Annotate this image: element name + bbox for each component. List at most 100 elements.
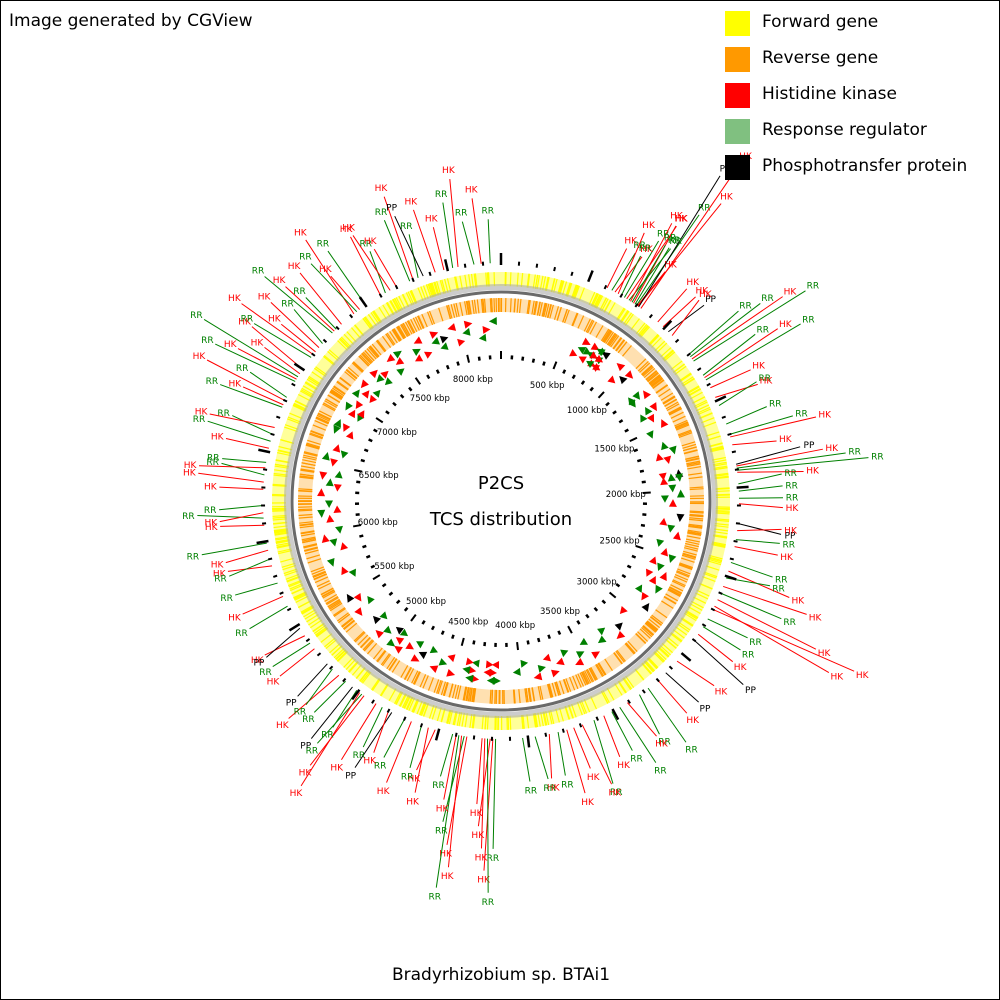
tcs-arrow	[579, 637, 588, 645]
feature-label: HK	[784, 526, 798, 536]
forward-gene-mark	[324, 637, 336, 648]
reverse-gene-mark	[527, 687, 531, 702]
reverse-gene-mark	[562, 308, 568, 323]
tcs-arrow	[589, 351, 598, 359]
reverse-gene-mark	[583, 318, 591, 332]
reverse-gene-mark	[682, 552, 697, 558]
forward-gene-mark	[654, 340, 666, 352]
feature-label: RR	[782, 541, 795, 551]
feature-leader-line	[483, 738, 494, 871]
kbp-tick	[601, 599, 607, 605]
outer-tick	[526, 735, 531, 748]
feature-leader-line	[566, 729, 586, 794]
feature-leader-line	[626, 225, 677, 300]
forward-gene-mark	[699, 583, 713, 590]
reverse-gene-mark	[451, 684, 457, 699]
reverse-gene-mark	[607, 333, 617, 346]
tcs-arrow	[661, 441, 669, 451]
forward-gene-mark	[659, 645, 671, 656]
reverse-gene-mark	[582, 670, 590, 685]
forward-gene-mark	[679, 373, 692, 383]
reverse-gene-mark	[438, 307, 444, 322]
feature-leader-line	[623, 240, 660, 298]
reverse-gene-mark	[655, 609, 668, 619]
forward-gene-mark	[703, 572, 717, 579]
feature-label: RR	[775, 576, 788, 586]
reverse-gene-mark	[440, 681, 447, 696]
feature-label: RR	[235, 629, 248, 639]
reverse-gene-mark	[298, 509, 313, 512]
forward-gene-mark	[710, 448, 725, 453]
forward-gene-mark	[405, 292, 413, 306]
forward-gene-mark	[276, 543, 291, 548]
reverse-gene-mark	[622, 345, 632, 357]
feature-label: HK	[184, 461, 198, 471]
reverse-gene-mark	[362, 351, 374, 363]
reverse-gene-mark	[674, 575, 688, 583]
forward-gene-mark	[273, 472, 288, 476]
kbp-tick	[633, 448, 639, 453]
kbp-tick	[363, 448, 369, 453]
forward-gene-mark	[708, 557, 722, 563]
forward-gene-mark	[658, 646, 670, 657]
forward-gene-mark	[695, 592, 709, 600]
forward-gene-mark	[278, 549, 292, 555]
feature-label: HK	[624, 236, 638, 246]
reverse-gene-mark	[311, 568, 325, 575]
forward-gene-mark	[428, 283, 435, 297]
forward-gene-mark	[654, 650, 666, 662]
reverse-gene-mark	[369, 345, 380, 358]
reverse-gene-mark	[471, 688, 475, 703]
reverse-gene-mark	[299, 475, 314, 479]
feature-label: HK	[786, 504, 800, 514]
reverse-gene-mark	[389, 330, 398, 344]
forward-gene-mark	[678, 372, 692, 382]
kbp-tick	[373, 428, 378, 433]
forward-gene-mark	[275, 540, 290, 544]
feature-label: HK	[587, 773, 601, 783]
tcs-arrow	[658, 472, 667, 481]
forward-gene-mark	[693, 399, 707, 408]
forward-gene-mark	[677, 623, 690, 633]
reverse-gene-mark	[489, 689, 492, 704]
reverse-gene-mark	[472, 688, 476, 703]
reverse-gene-mark	[539, 685, 544, 700]
forward-gene-mark	[713, 531, 728, 535]
reverse-gene-mark	[323, 402, 336, 411]
feature-leader-line	[416, 729, 436, 771]
reverse-gene-mark	[556, 306, 562, 321]
feature-leader-line	[697, 633, 734, 663]
feature-leader-line	[297, 663, 328, 697]
tcs-arrow	[640, 414, 648, 423]
feature-leader-line	[718, 381, 757, 406]
forward-gene-mark	[430, 282, 436, 297]
feature-label: RR	[698, 203, 711, 213]
forward-gene-mark	[711, 543, 726, 549]
feature-label: RR	[739, 302, 752, 312]
tcs-arrow	[353, 593, 362, 602]
kbp-tick	[359, 534, 364, 538]
feature-label: HK	[441, 872, 455, 882]
forward-gene-mark	[293, 592, 308, 600]
feature-leader-line	[717, 599, 817, 650]
reverse-gene-mark	[302, 456, 317, 461]
tcs-arrow	[386, 638, 396, 647]
forward-gene-mark	[680, 617, 694, 627]
reverse-gene-mark	[603, 330, 613, 344]
reverse-gene-mark	[338, 613, 351, 624]
tcs-arrow	[667, 473, 676, 482]
tcs-arrow	[663, 455, 672, 465]
feature-leader-line	[447, 735, 463, 868]
feature-label: PP	[785, 531, 796, 541]
tcs-arrow	[321, 534, 330, 543]
feature-leader-line	[264, 276, 333, 334]
reverse-gene-mark	[373, 647, 383, 660]
tcs-arrow	[556, 657, 565, 666]
reverse-gene-mark	[347, 366, 360, 377]
forward-gene-mark	[274, 531, 289, 535]
outer-tick	[680, 652, 692, 662]
reverse-gene-mark	[641, 365, 653, 376]
feature-leader-line	[220, 384, 283, 408]
reverse-gene-mark	[674, 421, 689, 429]
tcs-arrow	[668, 484, 677, 493]
